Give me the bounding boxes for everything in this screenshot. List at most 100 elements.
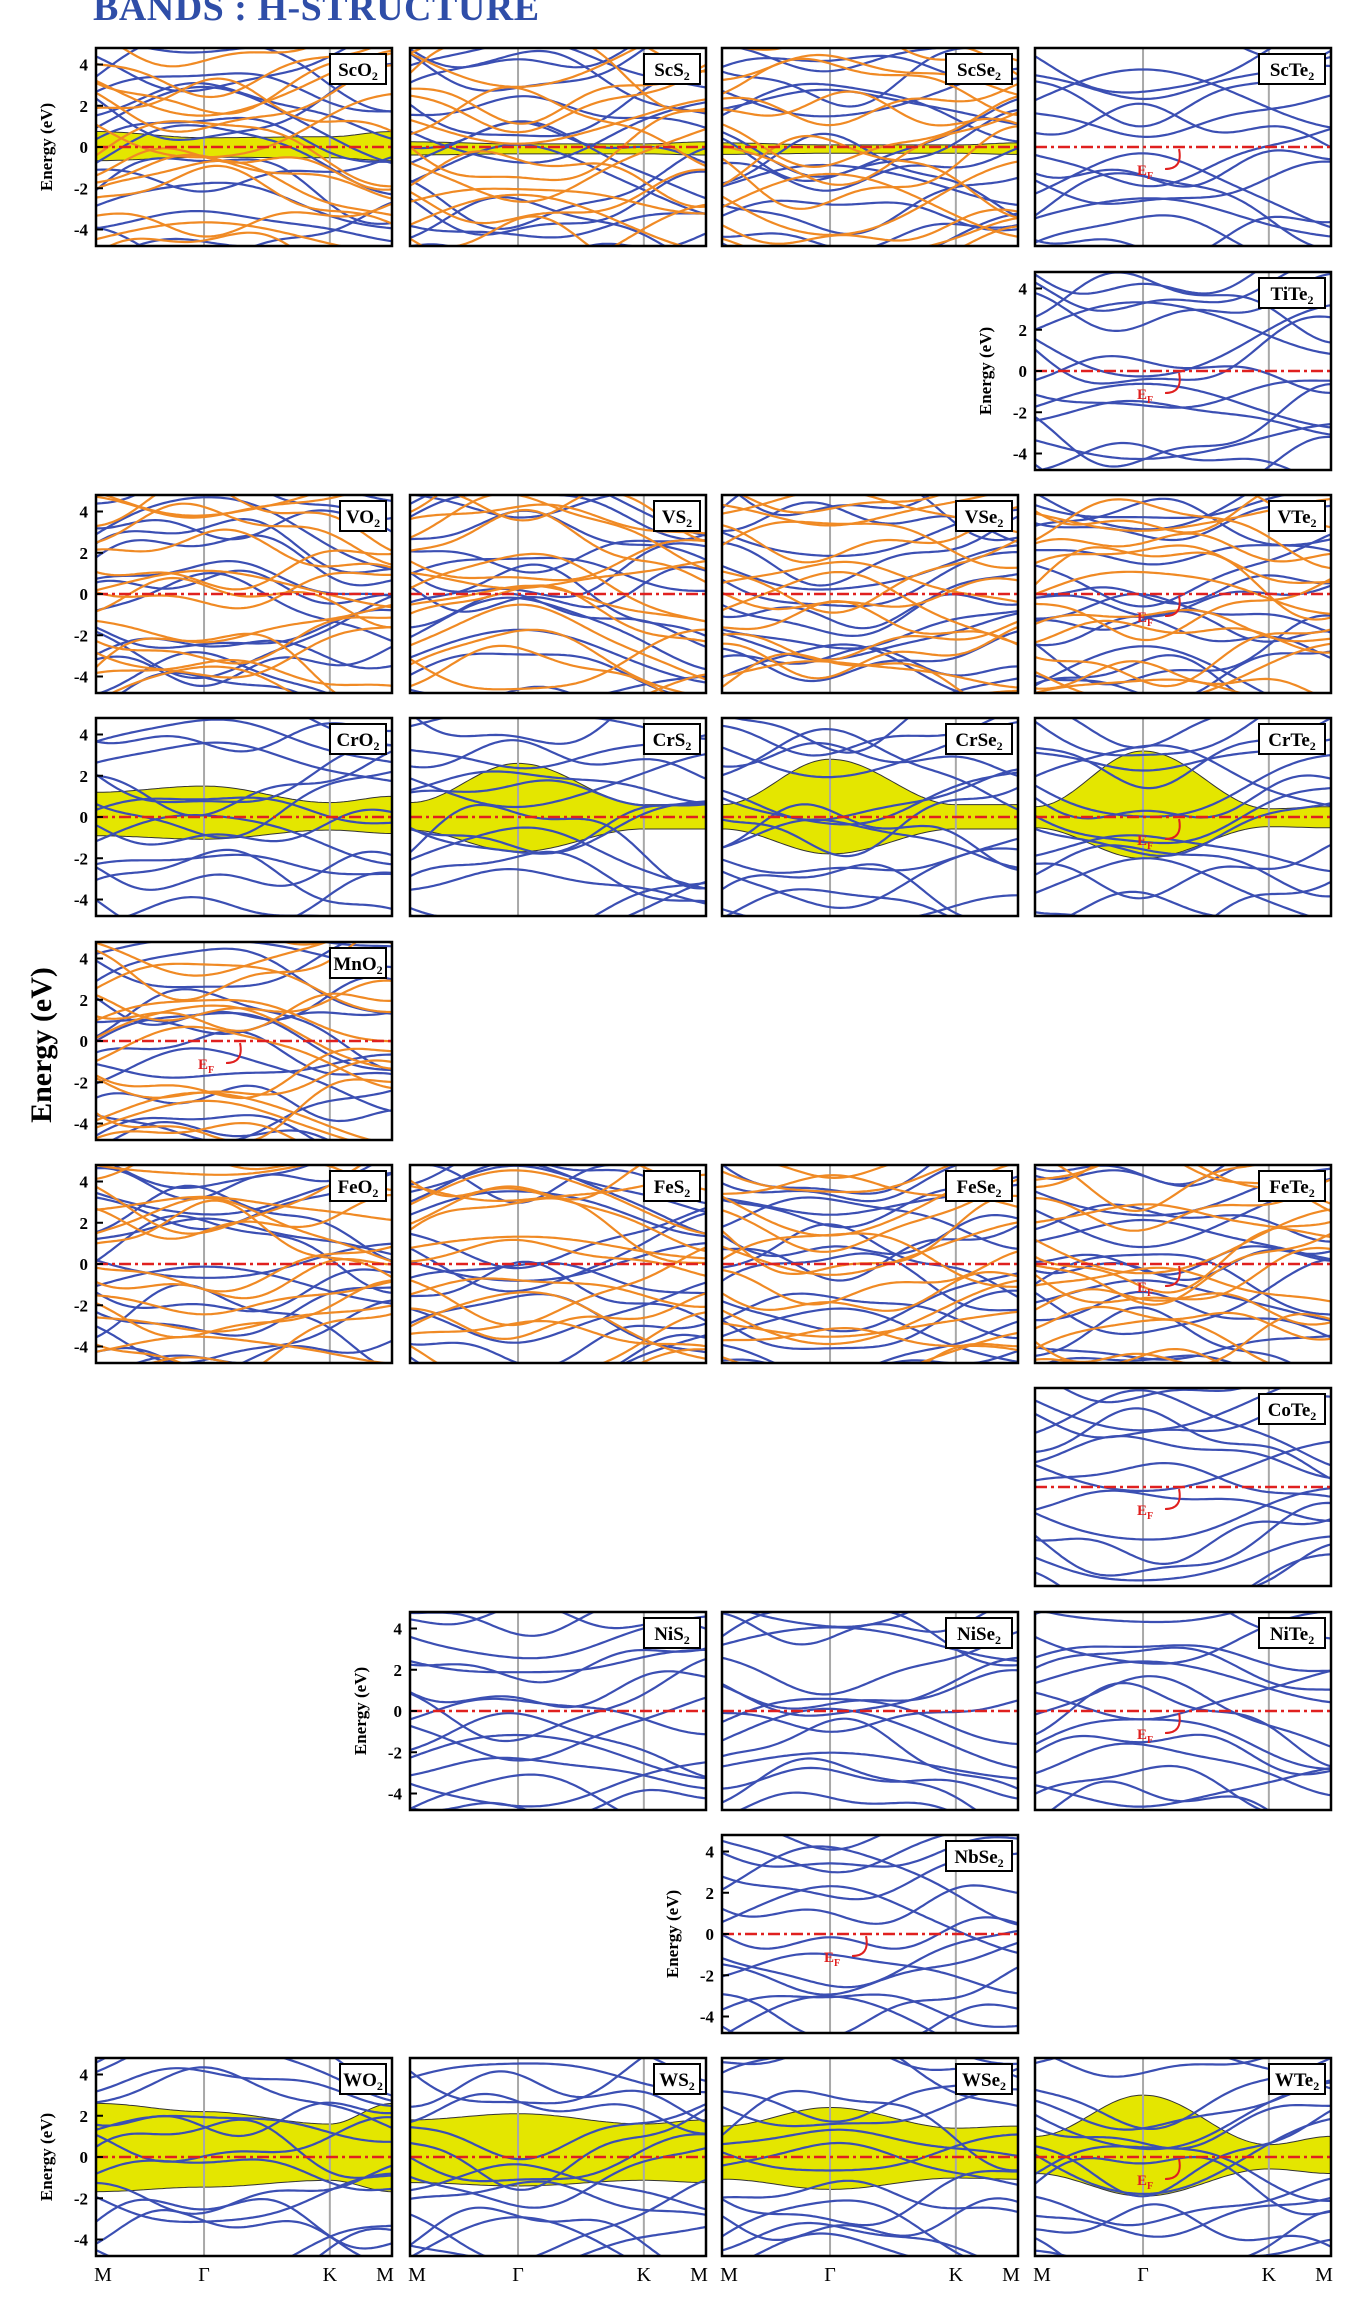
band-line — [1035, 1388, 1284, 1432]
band-line — [410, 1612, 597, 1637]
band-line — [96, 528, 392, 569]
band-line — [1035, 1232, 1331, 1306]
band-line — [410, 187, 706, 215]
band-line — [410, 826, 706, 890]
band-line — [96, 576, 392, 629]
band-line — [96, 1089, 392, 1140]
kpoint-label: M — [1002, 2264, 1020, 2286]
band-line — [410, 101, 706, 164]
y-tick-label: -2 — [74, 1296, 88, 1315]
y-tick-label: -2 — [1013, 403, 1027, 422]
band-line — [722, 1327, 1018, 1352]
band-line — [722, 1223, 1018, 1298]
band-line — [1035, 272, 1292, 312]
band-line — [96, 72, 392, 113]
y-tick-label: 0 — [706, 1925, 715, 1944]
panel-tite2: EF TiTe2 4 2 0 -2 -4 Energy (eV) — [976, 270, 1333, 472]
band-line — [410, 1235, 706, 1260]
band-line — [107, 231, 292, 246]
band-line — [96, 1214, 392, 1294]
band-line — [410, 739, 706, 780]
band-line — [96, 1165, 311, 1176]
band-line — [1035, 1681, 1331, 1768]
fermi-label: EF — [1137, 833, 1153, 852]
material-label: VS2 — [662, 507, 692, 530]
band-line — [722, 515, 1018, 587]
band-line — [96, 1195, 392, 1222]
y-tick-label: -4 — [74, 1338, 89, 1357]
panel-frame — [408, 1163, 708, 1365]
kpoint-label: Γ — [198, 2264, 210, 2286]
band-line — [722, 1626, 1018, 1662]
band-line — [722, 1669, 1018, 1710]
band-line — [1035, 592, 1331, 634]
band-line — [722, 818, 1018, 869]
band-line — [1035, 628, 1331, 688]
band-line — [722, 1845, 1018, 1926]
material-label-box — [653, 2063, 701, 2095]
gap-fill-region — [96, 2102, 392, 2193]
band-line — [1035, 379, 1331, 409]
band-line — [722, 160, 1018, 236]
band-line — [1035, 843, 1331, 900]
material-label: NbSe2 — [954, 1847, 1003, 1870]
band-line — [410, 2133, 706, 2183]
band-line — [725, 1995, 938, 2033]
band-line — [722, 82, 1018, 127]
band-line — [962, 225, 1018, 246]
material-label: FeS2 — [654, 1177, 691, 1200]
band-line — [623, 1334, 706, 1363]
material-label-box — [643, 723, 701, 755]
y-tick-label: 0 — [80, 1255, 89, 1274]
band-line — [737, 495, 932, 517]
y-tick-label: 2 — [80, 767, 89, 786]
panel-frame — [1033, 1610, 1333, 1812]
band-line — [722, 88, 1018, 126]
band-line — [96, 502, 392, 566]
band-line — [96, 988, 392, 1072]
panel-frame — [408, 493, 708, 695]
material-label: FeTe2 — [1269, 1177, 1314, 1200]
panel-frame — [408, 46, 708, 248]
material-label-box — [643, 1617, 701, 1649]
band-line — [1035, 660, 1316, 693]
band-line — [1035, 802, 1331, 858]
band-line — [96, 659, 392, 687]
panel-wo2: WO2 4 2 0 -2 -4 Energy (eV) M Γ K M — [37, 2056, 394, 2286]
band-line — [722, 1766, 1018, 1800]
band-line — [722, 1966, 1018, 2033]
material-label: CrTe2 — [1268, 730, 1316, 753]
band-line — [96, 2118, 392, 2179]
band-line — [96, 1059, 392, 1099]
band-line — [1035, 1318, 1272, 1363]
band-line — [96, 549, 392, 591]
band-line — [722, 1196, 1018, 1250]
band-line — [722, 1214, 1018, 1258]
y-tick-label: 2 — [394, 1661, 403, 1680]
band-line — [410, 644, 668, 693]
band-line — [1035, 94, 1331, 138]
band-line — [1035, 1290, 1331, 1339]
band-line — [722, 2133, 1018, 2172]
band-line — [410, 1773, 621, 1810]
band-line — [410, 880, 706, 916]
band-line — [1035, 301, 1331, 355]
panel-y-axis-label: Energy (eV) — [976, 327, 995, 415]
band-line — [923, 1342, 1018, 1363]
band-line — [410, 779, 706, 807]
band-line — [722, 577, 1018, 611]
band-line — [96, 632, 338, 693]
material-label: VO2 — [346, 507, 380, 530]
band-line — [735, 48, 945, 73]
band-line — [1035, 1253, 1331, 1316]
band-line — [1035, 1348, 1223, 1363]
band-line — [1035, 1489, 1331, 1522]
material-label: NiTe2 — [1270, 1624, 1314, 1647]
kpoint-label: Γ — [824, 2264, 836, 2286]
material-label: CrO2 — [337, 730, 380, 753]
band-line — [410, 584, 706, 643]
band-line — [1035, 1306, 1293, 1363]
band-line — [410, 1277, 706, 1308]
band-line — [722, 212, 1018, 246]
fermi-label: EF — [1137, 163, 1153, 182]
